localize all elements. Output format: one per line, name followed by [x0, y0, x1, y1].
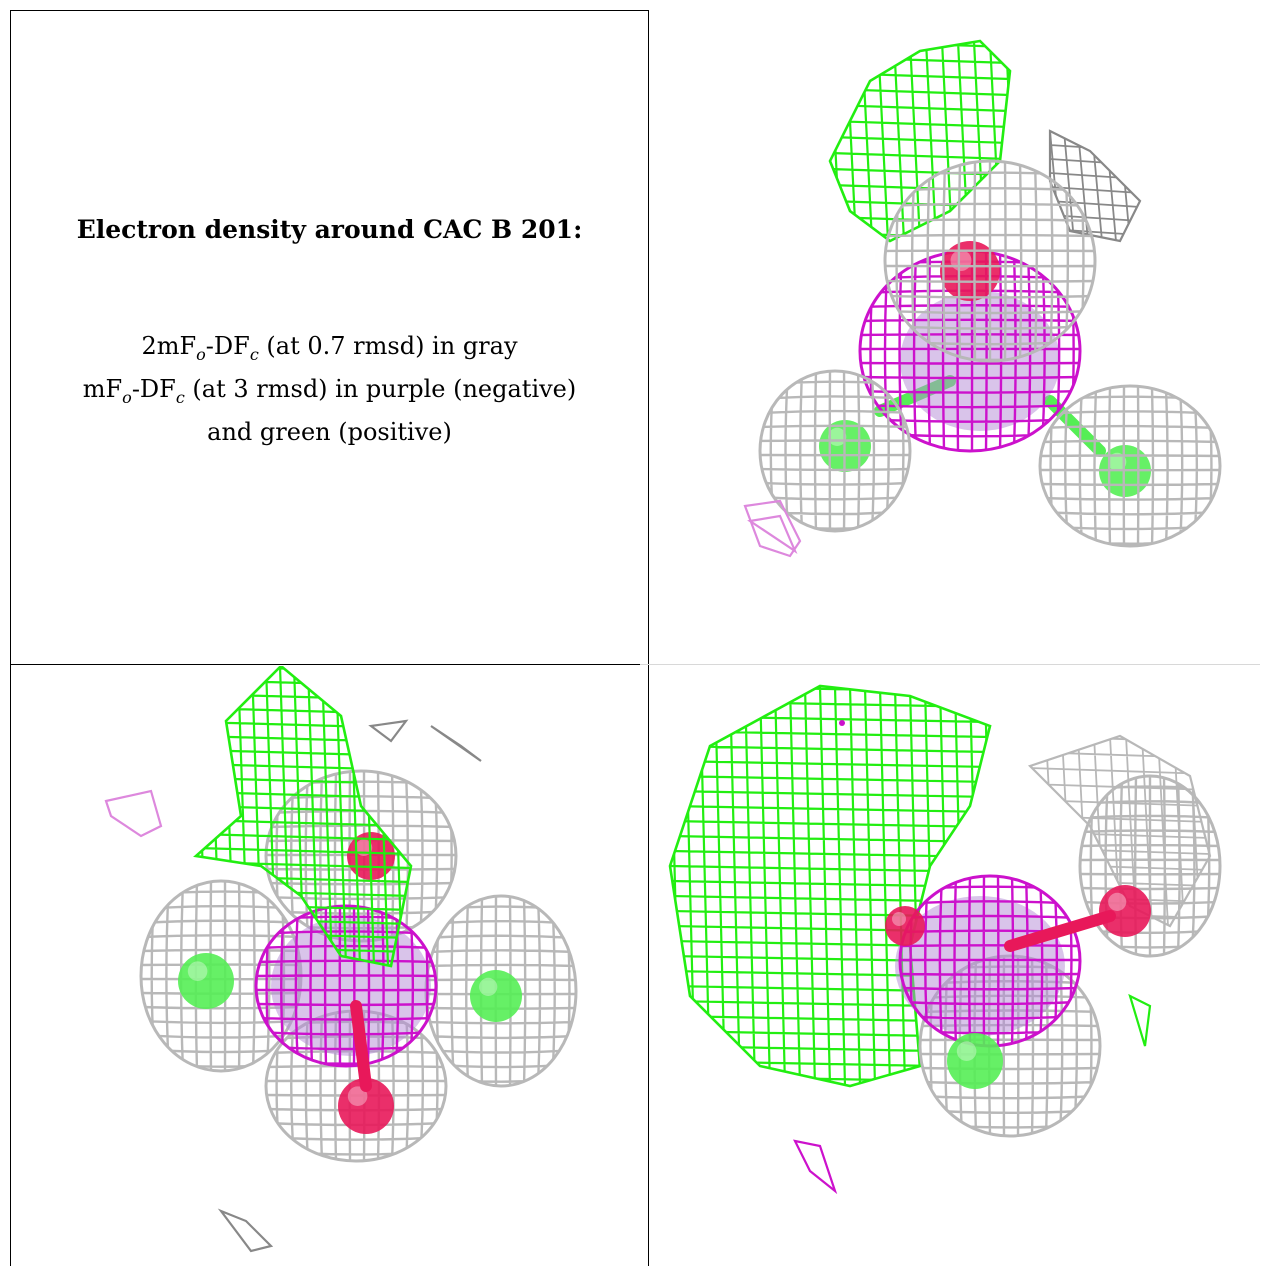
chlorine-atom-highlight: [956, 1041, 977, 1061]
green-fragment: [1128, 993, 1152, 1047]
frame-center-divider: [648, 10, 649, 1266]
frame-middle-divider-right: [656, 664, 1260, 665]
green-positive-mesh: [828, 39, 1012, 243]
caption-line-mfo-dfc: mFo-DFc (at 3 rmsd) in purple (negative): [82, 374, 577, 407]
oxygen-atom: [940, 241, 1000, 301]
oxygen-atom: [1099, 885, 1151, 937]
purple-fragment: [793, 1139, 838, 1195]
purple-fragment: [104, 789, 163, 838]
density-view-bottom-right: [650, 666, 1270, 1266]
gray-fragment: [368, 719, 409, 743]
oxygen-atom-highlight: [347, 1086, 368, 1106]
density-render-1: [743, 39, 1222, 558]
frame-left-border: [10, 10, 11, 1266]
chlorine-atom-highlight: [479, 977, 498, 996]
gray-density-mesh: [758, 369, 912, 533]
density-render-2: [104, 666, 578, 1253]
chlorine-atom: [178, 953, 234, 1009]
gray-fragment: [217, 1208, 274, 1253]
frame-middle-divider-gap: [640, 664, 656, 665]
oxygen-atom-highlight: [892, 912, 906, 926]
purple-dot: [839, 720, 845, 726]
density-render-3: [668, 684, 1222, 1195]
chlorine-atom: [470, 970, 522, 1022]
frame-middle-divider-left: [10, 664, 640, 665]
caption-line-color-legend: and green (positive): [207, 417, 452, 446]
gray-density-mesh: [1038, 384, 1222, 548]
as-o-bond: [350, 1000, 372, 1092]
purple-negative-mesh: [254, 904, 438, 1068]
caption-line-2mfo-dfc: 2mFo-DFc (at 0.7 rmsd) in gray: [141, 332, 518, 364]
caption-description: 2mFo-DFc (at 0.7 rmsd) in gray mFo-DFc (…: [11, 329, 648, 449]
oxygen-atom-highlight: [950, 250, 972, 271]
oxygen-atom: [338, 1078, 394, 1134]
density-view-bottom-left: [11, 666, 647, 1266]
chlorine-atom-highlight: [187, 961, 208, 981]
chlorine-atom-highlight: [1108, 452, 1127, 471]
frame-top-border: [10, 10, 649, 11]
gray-fragment-mesh: [1048, 129, 1142, 243]
gray-density-mesh: [883, 159, 1097, 363]
caption-cell: Electron density around CAC B 201: 2mFo-…: [11, 11, 648, 664]
chlorine-atom: [947, 1033, 1003, 1089]
oxygen-atom-highlight: [1108, 892, 1127, 911]
gray-fragment: [430, 725, 482, 762]
density-view-top-right: [650, 11, 1270, 663]
purple-fragment: [747, 514, 798, 554]
as-o-bond: [1004, 910, 1116, 952]
oxygen-atom: [885, 906, 925, 946]
caption-title: Electron density around CAC B 201:: [76, 215, 583, 244]
